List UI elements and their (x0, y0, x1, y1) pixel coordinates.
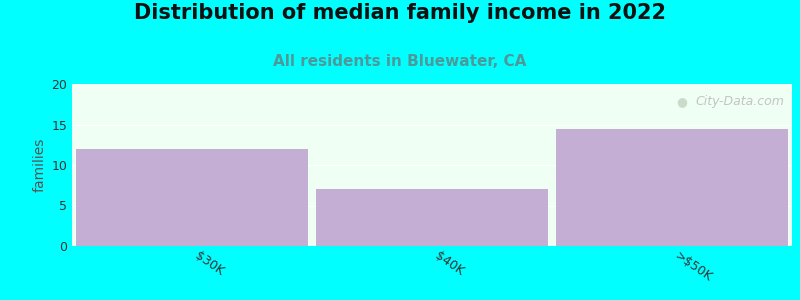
Bar (76, 149, 308, 246)
Y-axis label: families: families (33, 138, 47, 192)
Text: ●: ● (677, 95, 688, 108)
Bar (555, 128, 789, 246)
Text: All residents in Bluewater, CA: All residents in Bluewater, CA (274, 54, 526, 69)
Text: City-Data.com: City-Data.com (696, 95, 785, 108)
Text: Distribution of median family income in 2022: Distribution of median family income in … (134, 3, 666, 23)
Bar (315, 189, 549, 246)
